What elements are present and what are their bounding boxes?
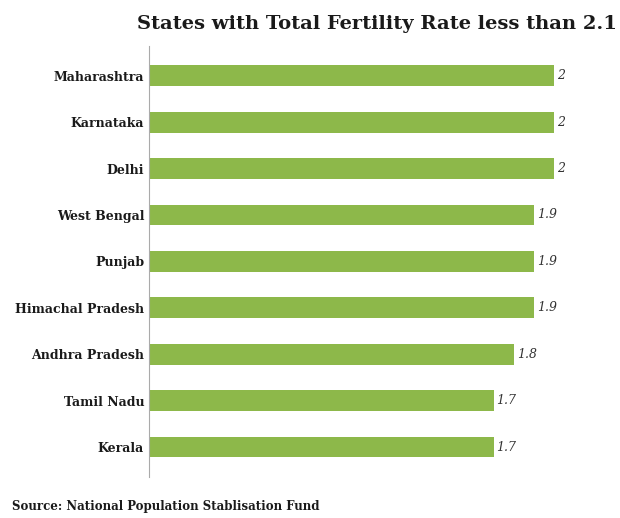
Title: States with Total Fertility Rate less than 2.1: States with Total Fertility Rate less th… (137, 15, 617, 33)
Bar (149, 437, 494, 457)
Bar (149, 158, 554, 179)
Bar (149, 344, 514, 365)
Bar (149, 112, 554, 133)
Bar (149, 65, 554, 86)
Text: 1.7: 1.7 (497, 394, 516, 407)
Text: 2: 2 (557, 69, 565, 82)
Bar (149, 390, 494, 411)
Bar (149, 297, 534, 318)
Text: 1.9: 1.9 (537, 255, 557, 268)
Text: 1.8: 1.8 (517, 348, 537, 361)
Bar (149, 251, 534, 272)
Text: 2: 2 (557, 162, 565, 175)
Text: 1.9: 1.9 (537, 208, 557, 222)
Text: Source: National Population Stablisation Fund: Source: National Population Stablisation… (12, 500, 320, 513)
Text: 1.7: 1.7 (497, 440, 516, 454)
Text: 2: 2 (557, 116, 565, 128)
Bar (149, 205, 534, 225)
Text: 1.9: 1.9 (537, 301, 557, 314)
